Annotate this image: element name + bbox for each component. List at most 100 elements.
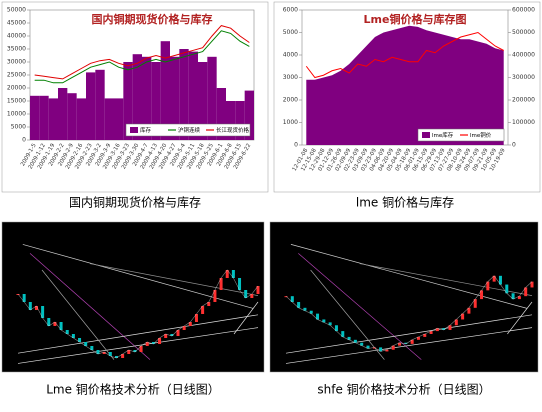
candle	[416, 336, 420, 340]
trend-line	[41, 269, 115, 360]
candle	[423, 334, 427, 337]
candle	[250, 294, 254, 298]
caption: 国内铜期现货价格与库存	[69, 195, 201, 210]
candle	[102, 352, 106, 354]
y-tick-label: 40000	[7, 33, 26, 40]
line	[305, 31, 504, 79]
bar	[198, 62, 208, 140]
candle	[164, 334, 168, 338]
line	[17, 269, 259, 359]
chart-title: 国内铜期现货价格与库存	[92, 12, 213, 26]
bar	[216, 88, 226, 140]
candle	[517, 296, 521, 300]
y-tick-label: 45000	[7, 20, 26, 27]
trend-line	[290, 244, 528, 309]
candle	[360, 342, 364, 346]
legend-swatch	[422, 132, 430, 138]
legend-box	[125, 123, 251, 137]
candle	[309, 310, 313, 314]
candle	[41, 306, 45, 318]
candle	[467, 307, 471, 314]
candle	[139, 346, 143, 352]
bar	[226, 101, 236, 140]
bar	[104, 98, 114, 140]
candle	[347, 336, 351, 340]
trend-line	[285, 314, 533, 354]
bar	[170, 56, 180, 140]
bar	[160, 41, 170, 141]
y2-tick-label: 0	[512, 142, 516, 149]
bar	[86, 72, 96, 140]
y-tick-label: 50000	[7, 7, 26, 14]
bar	[188, 51, 198, 140]
bar	[67, 93, 77, 140]
candle	[442, 328, 446, 330]
candle	[96, 350, 100, 354]
bar	[132, 54, 142, 141]
y-tick-label: 35000	[7, 46, 26, 53]
candle	[524, 287, 528, 297]
candle	[404, 342, 408, 344]
candle	[530, 281, 534, 288]
candle	[328, 322, 332, 326]
legend-label: 库存	[140, 126, 152, 134]
area	[306, 25, 504, 145]
candle	[65, 330, 69, 334]
candle	[207, 302, 211, 306]
y-tick-label: 1000	[283, 119, 298, 126]
y2-tick-label: 200000	[512, 97, 535, 104]
bar	[58, 88, 68, 140]
candle	[505, 284, 509, 294]
candle	[201, 306, 205, 314]
candle	[316, 313, 320, 320]
trend-line	[359, 263, 533, 296]
candle	[34, 306, 38, 310]
candle	[133, 350, 137, 352]
caption: shfe 铜价格技术分析（日线图）	[317, 382, 490, 397]
trend-line	[233, 301, 259, 335]
candle	[511, 293, 515, 300]
candle	[114, 356, 118, 358]
candle	[498, 275, 502, 285]
candle	[47, 318, 51, 326]
candle	[188, 322, 192, 326]
y-tick-label: 0	[22, 137, 26, 144]
candle	[492, 275, 496, 282]
trend-line	[298, 253, 422, 360]
bar	[39, 95, 49, 140]
candle	[486, 281, 490, 291]
chart-title: Lme铜价格与库存图	[364, 12, 467, 26]
candle	[151, 342, 155, 344]
y-tick-label: 5000	[11, 124, 26, 131]
candle	[78, 338, 82, 342]
line	[285, 275, 533, 352]
y-tick-label: 20000	[7, 85, 26, 92]
bar	[76, 98, 86, 140]
candle	[435, 328, 439, 332]
candle	[379, 347, 383, 352]
panel	[269, 221, 539, 373]
trend-line	[17, 327, 259, 364]
candle	[53, 322, 57, 326]
candle	[473, 299, 477, 308]
bar	[244, 90, 254, 140]
candle	[16, 294, 20, 295]
candle	[22, 294, 26, 302]
candle	[341, 331, 345, 337]
candle	[303, 307, 307, 311]
candle	[290, 296, 294, 302]
y-tick-label: 25000	[7, 72, 26, 79]
candle	[59, 322, 63, 330]
candle	[170, 334, 174, 336]
candle	[429, 331, 433, 334]
legend-label: lme铜价	[470, 131, 492, 139]
candle	[182, 326, 186, 330]
candle	[372, 347, 376, 349]
trend-line	[89, 263, 259, 296]
candle	[121, 354, 125, 358]
caption: Lme 铜价格技术分析（日线图）	[46, 382, 220, 397]
candle	[238, 278, 242, 290]
line	[34, 30, 250, 84]
candle	[71, 334, 75, 338]
